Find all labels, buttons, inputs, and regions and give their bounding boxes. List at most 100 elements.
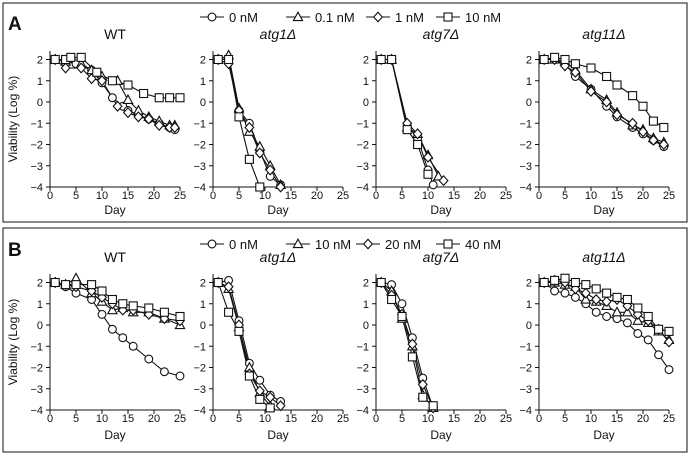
data-point-square bbox=[612, 292, 622, 302]
subplot-title: atg11Δ bbox=[582, 249, 625, 265]
data-point-square bbox=[123, 80, 133, 90]
data-point-square bbox=[654, 324, 664, 334]
data-point-diamond bbox=[601, 96, 612, 108]
data-point-square bbox=[602, 288, 612, 298]
y-tick-label: −3 bbox=[356, 384, 369, 396]
x-tick-label: 25 bbox=[337, 190, 349, 202]
data-point-circle bbox=[591, 307, 601, 317]
legend-marker-square bbox=[443, 12, 453, 22]
x-tick-label: 5 bbox=[562, 190, 568, 202]
data-point-square bbox=[402, 125, 412, 135]
y-tick-label: 0 bbox=[37, 97, 43, 109]
data-point-triangle bbox=[632, 314, 644, 325]
data-point-square bbox=[659, 122, 669, 133]
data-point-diamond bbox=[611, 109, 623, 121]
x-tick-label: 20 bbox=[637, 413, 649, 425]
data-point-circle bbox=[550, 286, 560, 296]
data-point-square bbox=[407, 352, 417, 362]
y-tick-label: −4 bbox=[356, 182, 369, 194]
data-point-square bbox=[107, 76, 117, 86]
legend: 0 nM 0.1 nM 1 nM 10 nM bbox=[200, 10, 501, 25]
data-point-square bbox=[128, 301, 138, 311]
data-point-diamond bbox=[223, 281, 234, 293]
data-point-square bbox=[234, 326, 244, 336]
data-point-diamond bbox=[417, 378, 428, 391]
data-point-diamond bbox=[265, 164, 276, 176]
x-tick-label: 0 bbox=[373, 413, 379, 425]
legend-label: 1 nM bbox=[395, 10, 424, 25]
legend-marker-triangle bbox=[292, 11, 304, 22]
data-point-circle bbox=[643, 335, 653, 345]
x-axis-label: Day bbox=[104, 428, 125, 442]
y-tick-label: 0 bbox=[363, 97, 369, 109]
y-tick-label: −2 bbox=[356, 363, 369, 375]
x-axis-label: Day bbox=[267, 203, 288, 217]
data-point-square bbox=[586, 63, 596, 73]
subplot-title: atg11Δ bbox=[582, 26, 625, 42]
data-point-circle bbox=[633, 329, 643, 338]
data-point-square bbox=[71, 280, 81, 290]
y-tick-label: −3 bbox=[519, 384, 532, 396]
x-tick-label: 0 bbox=[536, 190, 542, 202]
x-tick-label: 15 bbox=[122, 190, 134, 202]
x-tick-label: 20 bbox=[637, 190, 649, 202]
data-point-square bbox=[159, 307, 169, 317]
data-point-circle bbox=[654, 350, 664, 360]
data-point-diamond bbox=[265, 391, 276, 403]
y-tick-label: −1 bbox=[193, 118, 206, 130]
data-point-square bbox=[50, 54, 60, 65]
y-tick-label: −1 bbox=[356, 118, 369, 130]
data-point-diamond bbox=[580, 287, 591, 299]
y-tick-label: 0 bbox=[200, 97, 206, 109]
data-point-square bbox=[539, 54, 549, 65]
data-point-circle bbox=[107, 324, 117, 334]
y-tick-label: 1 bbox=[363, 76, 369, 88]
data-point-square bbox=[76, 52, 86, 62]
data-point-square bbox=[413, 139, 423, 150]
y-tick-label: −4 bbox=[30, 405, 43, 417]
data-point-diamond bbox=[112, 100, 123, 112]
data-point-circle bbox=[255, 375, 265, 385]
x-tick-label: 10 bbox=[96, 413, 108, 425]
legend-marker-triangle bbox=[292, 238, 304, 249]
x-tick-label: 15 bbox=[285, 413, 297, 425]
x-tick-label: 20 bbox=[148, 413, 160, 425]
y-tick-label: −2 bbox=[30, 140, 43, 152]
legend-label: 10 nM bbox=[315, 237, 351, 252]
x-tick-label: 25 bbox=[174, 190, 186, 202]
y-tick-label: 2 bbox=[526, 278, 532, 290]
y-tick-label: −2 bbox=[519, 140, 532, 152]
data-point-square bbox=[165, 93, 175, 103]
x-tick-label: 20 bbox=[474, 190, 486, 202]
y-tick-label: 0 bbox=[526, 97, 532, 109]
data-point-square bbox=[612, 80, 622, 90]
data-point-diamond bbox=[275, 181, 286, 193]
y-tick-label: −1 bbox=[519, 118, 532, 130]
data-point-square bbox=[591, 284, 601, 294]
y-tick-label: 1 bbox=[37, 76, 43, 88]
data-point-diamond bbox=[559, 60, 571, 72]
data-point-square bbox=[664, 326, 674, 336]
y-tick-label: 2 bbox=[37, 278, 43, 290]
data-point-square bbox=[602, 71, 612, 82]
data-point-square bbox=[581, 280, 591, 290]
y-tick-label: 2 bbox=[363, 278, 369, 290]
y-tick-label: −2 bbox=[193, 363, 206, 375]
data-point-circle bbox=[602, 312, 612, 321]
data-point-square bbox=[87, 280, 97, 290]
x-axis-label: Day bbox=[593, 203, 614, 217]
y-tick-label: −3 bbox=[30, 384, 43, 396]
data-point-diamond bbox=[76, 62, 87, 74]
series-line-20-nm bbox=[217, 281, 281, 407]
data-point-square bbox=[255, 182, 265, 192]
x-tick-label: 0 bbox=[536, 413, 542, 425]
data-point-square bbox=[570, 277, 580, 288]
x-tick-label: 20 bbox=[311, 413, 323, 425]
data-point-square bbox=[61, 280, 71, 290]
x-axis-label: Day bbox=[430, 428, 451, 442]
data-point-triangle bbox=[122, 93, 134, 105]
subplot-title: atg7Δ bbox=[423, 26, 460, 42]
